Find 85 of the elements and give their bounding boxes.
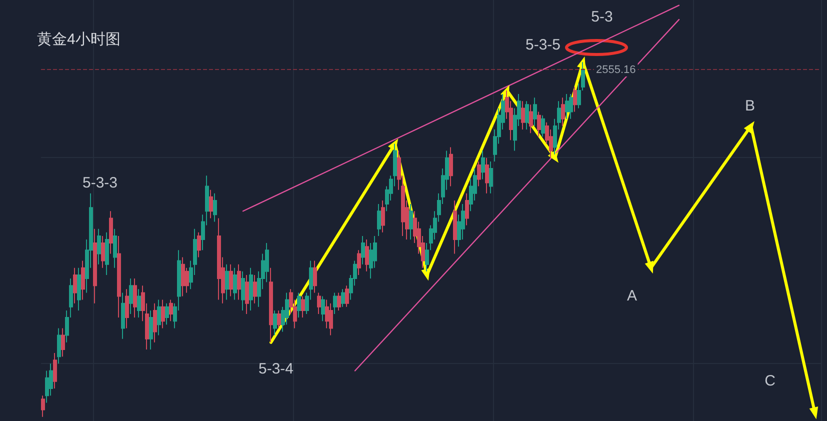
candlestick bbox=[149, 310, 153, 350]
candlestick bbox=[197, 232, 201, 258]
candlestick bbox=[81, 260, 85, 300]
candlestick bbox=[345, 285, 349, 308]
candlestick bbox=[365, 239, 369, 272]
candlestick bbox=[297, 292, 301, 318]
candlestick bbox=[477, 160, 481, 187]
candlestick bbox=[465, 192, 469, 226]
candlestick bbox=[137, 288, 141, 318]
candlestick bbox=[321, 296, 325, 322]
candlestick bbox=[161, 299, 165, 329]
candlestick bbox=[301, 296, 305, 318]
candlestick bbox=[529, 104, 533, 134]
candlestick bbox=[269, 267, 273, 343]
candlestick bbox=[377, 204, 381, 236]
candlestick bbox=[249, 267, 253, 311]
candlestick bbox=[225, 264, 229, 300]
candlestick bbox=[117, 235, 121, 318]
candlestick bbox=[533, 97, 537, 126]
candlestick bbox=[573, 86, 577, 112]
candlestick bbox=[485, 157, 489, 194]
candlestick bbox=[77, 267, 81, 311]
candlestick bbox=[537, 111, 541, 138]
candlestick bbox=[109, 210, 113, 254]
annotation: 5-3-4 bbox=[258, 360, 294, 378]
candlestick bbox=[253, 274, 257, 304]
candlestick bbox=[41, 395, 45, 418]
candlestick bbox=[181, 256, 185, 297]
candlestick bbox=[561, 97, 565, 126]
candlestick bbox=[129, 278, 133, 314]
annotation: 5-3-3 bbox=[82, 174, 118, 192]
candlestick bbox=[165, 302, 169, 326]
text: 5-3 bbox=[591, 8, 613, 26]
candlestick bbox=[213, 192, 217, 222]
annotation: 2555.16 bbox=[596, 64, 636, 76]
candlestick bbox=[113, 228, 117, 268]
candlestick bbox=[121, 292, 125, 340]
candlestick bbox=[453, 200, 457, 254]
candlestick bbox=[381, 200, 385, 233]
annotation: C bbox=[764, 372, 776, 390]
candlestick bbox=[361, 235, 365, 265]
candlestick bbox=[409, 204, 413, 240]
candlestick bbox=[333, 292, 337, 314]
candlestick bbox=[237, 264, 241, 300]
candlestick bbox=[245, 274, 249, 314]
candlestick bbox=[57, 328, 61, 364]
candlestick bbox=[329, 302, 333, 336]
candlestick bbox=[125, 288, 129, 329]
candlestick bbox=[153, 302, 157, 343]
candlestick bbox=[217, 218, 221, 300]
text: 5-3-5 bbox=[525, 36, 561, 54]
candlestick bbox=[241, 270, 245, 311]
annotation: A bbox=[626, 288, 638, 304]
candlestick bbox=[541, 114, 545, 138]
candlestick bbox=[97, 228, 101, 265]
candlestick bbox=[565, 94, 569, 120]
candlestick bbox=[313, 260, 317, 294]
candlestick bbox=[101, 235, 105, 268]
candlestick bbox=[277, 310, 281, 329]
candlestick bbox=[521, 100, 525, 130]
candlestick bbox=[233, 267, 237, 300]
candlestick bbox=[341, 288, 345, 308]
candlestick bbox=[73, 267, 77, 304]
candlestick bbox=[489, 160, 493, 194]
candlestick bbox=[229, 264, 233, 297]
candlestick bbox=[105, 232, 109, 276]
chart-title: 黄金4小时图 bbox=[37, 31, 120, 48]
candlestick bbox=[449, 146, 453, 187]
candlestick bbox=[357, 250, 361, 276]
candlestick bbox=[317, 292, 321, 314]
candlestick bbox=[273, 310, 277, 336]
candlestick bbox=[525, 100, 529, 130]
candlestick bbox=[569, 94, 573, 120]
candlestick bbox=[53, 352, 57, 390]
candlestick bbox=[133, 278, 137, 318]
candlestick bbox=[337, 292, 341, 311]
candlestick bbox=[209, 189, 213, 219]
annotation: B bbox=[744, 98, 756, 114]
candlestick bbox=[169, 299, 173, 322]
point bbox=[744, 121, 754, 134]
candlestick bbox=[157, 299, 161, 336]
point bbox=[809, 406, 818, 420]
candlestick bbox=[93, 228, 97, 304]
candlestick bbox=[481, 150, 485, 180]
candlestick bbox=[61, 328, 65, 358]
